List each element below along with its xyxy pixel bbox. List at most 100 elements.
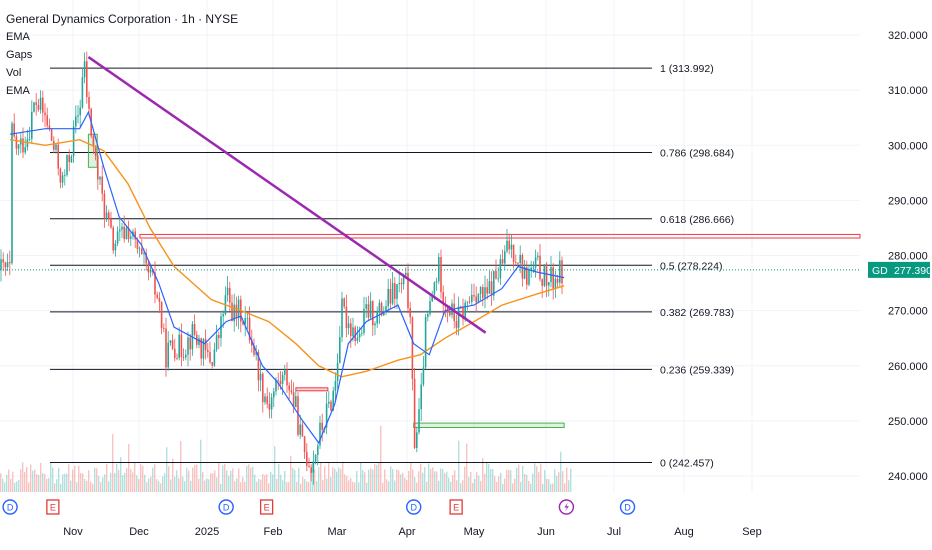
volume-bar bbox=[140, 464, 142, 492]
candle-body bbox=[442, 292, 444, 304]
candle-body bbox=[422, 367, 425, 385]
price-axis-tick: 250.000 bbox=[888, 416, 928, 428]
candle-body bbox=[116, 231, 119, 244]
indicator-volume[interactable]: Vol bbox=[6, 67, 22, 79]
candle-body bbox=[233, 304, 235, 322]
volume-bar bbox=[150, 476, 152, 492]
candle-body bbox=[420, 384, 422, 410]
price-axis-tick: 300.000 bbox=[888, 140, 928, 152]
candle-body bbox=[385, 306, 387, 312]
volume-bar bbox=[266, 474, 268, 492]
volume-bar bbox=[264, 475, 266, 492]
earnings-marker[interactable]: E bbox=[46, 499, 60, 515]
dividend-marker[interactable]: D bbox=[2, 499, 18, 515]
candle-body bbox=[519, 255, 521, 264]
candle-body bbox=[345, 306, 348, 329]
dividend-glyph: D bbox=[624, 503, 631, 513]
volume-bar bbox=[102, 477, 104, 492]
indicator-ema-fast[interactable]: EMA bbox=[6, 31, 30, 43]
candle-body bbox=[431, 294, 433, 302]
resistance-zone bbox=[139, 233, 861, 239]
candle-body bbox=[72, 126, 75, 157]
candle-body bbox=[378, 302, 381, 312]
candle-body bbox=[50, 128, 53, 141]
candle-body bbox=[306, 452, 308, 466]
volume-bar bbox=[452, 475, 454, 492]
volume-bar bbox=[444, 472, 446, 492]
volume-bar bbox=[74, 465, 76, 492]
volume-bar bbox=[360, 463, 362, 492]
volume-bar bbox=[406, 480, 408, 492]
volume-bar bbox=[128, 444, 130, 492]
volume-bar bbox=[294, 470, 296, 492]
dividend-icon bbox=[619, 499, 636, 515]
candle-body bbox=[548, 282, 550, 286]
candle-body bbox=[391, 283, 394, 304]
candle-body bbox=[174, 348, 176, 358]
dividend-marker[interactable]: D bbox=[218, 499, 234, 515]
candle-body bbox=[343, 298, 345, 307]
volume-bar bbox=[86, 480, 88, 492]
dividend-marker[interactable]: D bbox=[619, 499, 636, 515]
volume-bar bbox=[22, 462, 24, 492]
fib-level-label: 0 (242.457) bbox=[660, 457, 714, 469]
volume-bar bbox=[220, 483, 222, 492]
volume-bar bbox=[176, 470, 178, 492]
earnings-marker[interactable]: E bbox=[449, 499, 463, 515]
candle-body bbox=[112, 227, 114, 251]
candle-body bbox=[336, 362, 339, 382]
volume-bar bbox=[382, 482, 384, 492]
indicator-ema-slow[interactable]: EMA bbox=[6, 85, 30, 97]
event-marker[interactable] bbox=[558, 499, 575, 515]
volume-bar bbox=[560, 451, 562, 492]
volume-bar bbox=[256, 481, 258, 492]
volume-bar bbox=[76, 482, 78, 492]
volume-bar bbox=[324, 466, 326, 492]
volume-bar bbox=[420, 463, 422, 492]
candle-body bbox=[251, 339, 253, 346]
volume-bar bbox=[416, 482, 418, 492]
volume-bar bbox=[410, 463, 412, 492]
volume-bar bbox=[114, 473, 116, 492]
candle-body bbox=[325, 403, 328, 428]
volume-bar bbox=[570, 468, 572, 492]
candle-body bbox=[17, 144, 20, 149]
candle-body bbox=[493, 271, 495, 296]
volume-bar bbox=[424, 467, 426, 492]
volume-bar bbox=[322, 480, 324, 492]
volume-bar bbox=[404, 477, 406, 492]
volume-bar bbox=[356, 471, 358, 492]
volume-bar bbox=[154, 464, 156, 492]
volume-bar bbox=[202, 472, 204, 492]
candle-body bbox=[61, 175, 64, 183]
candle-body bbox=[244, 317, 246, 325]
candle-body bbox=[464, 302, 466, 320]
earnings-glyph: E bbox=[264, 503, 270, 513]
volume-bar bbox=[12, 471, 14, 492]
volume-bar bbox=[194, 464, 196, 492]
volume-bar bbox=[396, 469, 398, 492]
candle-body bbox=[416, 432, 418, 448]
candle-body bbox=[134, 231, 136, 240]
candle-body bbox=[501, 259, 504, 264]
indicator-gaps[interactable]: Gaps bbox=[6, 49, 33, 61]
candle-body bbox=[497, 278, 499, 280]
candle-body bbox=[209, 351, 211, 363]
candle-body bbox=[552, 267, 554, 289]
ema-slow-line bbox=[9, 138, 565, 378]
earnings-marker[interactable]: E bbox=[259, 499, 274, 515]
fib-level-label: 0.382 (269.783) bbox=[660, 307, 734, 319]
volume-bar bbox=[302, 476, 304, 492]
dividend-marker[interactable]: D bbox=[406, 499, 422, 515]
volume-bar bbox=[148, 478, 150, 492]
last-price-symbol: GD bbox=[872, 265, 888, 277]
volume-bar bbox=[110, 473, 112, 492]
volume-bar bbox=[456, 480, 458, 492]
volume-bar bbox=[196, 464, 198, 492]
candle-body bbox=[204, 339, 207, 351]
volume-bar bbox=[546, 478, 548, 492]
candle-body bbox=[28, 138, 31, 140]
time-axis-label: Dec bbox=[129, 526, 149, 538]
fib-level-label: 0.786 (298.684) bbox=[660, 148, 734, 160]
